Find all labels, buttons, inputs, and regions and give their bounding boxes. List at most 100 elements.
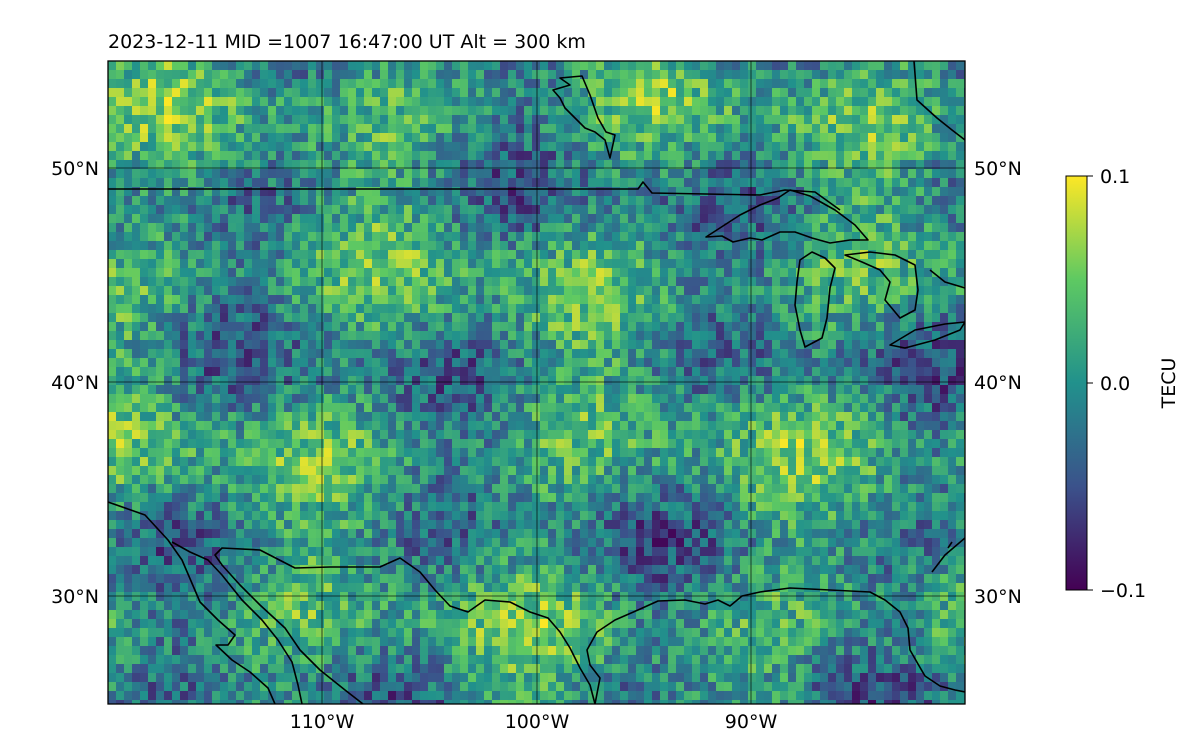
- tec-cell: [660, 421, 669, 431]
- tec-cell: [428, 169, 437, 179]
- tec-cell: [476, 70, 485, 80]
- tec-cell: [164, 331, 173, 341]
- tec-cell: [204, 133, 213, 143]
- tec-cell: [364, 448, 373, 458]
- tec-cell: [340, 115, 349, 125]
- tec-cell: [388, 241, 397, 251]
- tec-cell: [532, 466, 541, 476]
- tec-cell: [580, 133, 589, 143]
- tec-cell: [692, 358, 701, 368]
- tec-cell: [380, 214, 389, 224]
- tec-cell: [300, 340, 309, 350]
- tec-cell: [284, 394, 293, 404]
- tec-cell: [908, 313, 917, 323]
- tec-cell: [196, 457, 205, 467]
- tec-cell: [284, 403, 293, 413]
- tec-cell: [388, 268, 397, 278]
- tec-cell: [748, 160, 757, 170]
- tec-cell: [236, 187, 245, 197]
- tec-cell: [572, 178, 581, 188]
- tec-cell: [276, 313, 285, 323]
- tec-cell: [716, 250, 725, 260]
- tec-cell: [612, 133, 621, 143]
- tec-cell: [284, 268, 293, 278]
- tec-cell: [148, 412, 157, 422]
- tec-cell: [116, 97, 125, 107]
- tec-cell: [948, 403, 957, 413]
- tec-cell: [348, 268, 357, 278]
- tec-cell: [796, 61, 805, 71]
- tec-cell: [876, 367, 885, 377]
- tec-cell: [164, 376, 173, 386]
- tec-cell: [620, 187, 629, 197]
- tec-cell: [604, 457, 613, 467]
- tec-cell: [180, 439, 189, 449]
- tec-cell: [284, 358, 293, 368]
- tec-cell: [372, 70, 381, 80]
- tec-cell: [884, 340, 893, 350]
- tec-cell: [660, 304, 669, 314]
- tec-cell: [684, 295, 693, 305]
- tec-cell: [772, 349, 781, 359]
- tec-cell: [556, 70, 565, 80]
- tec-cell: [204, 223, 213, 233]
- tec-cell: [300, 97, 309, 107]
- tec-cell: [604, 124, 613, 134]
- tec-cell: [348, 376, 357, 386]
- tec-cell: [540, 295, 549, 305]
- tec-cell: [788, 439, 797, 449]
- tec-cell: [580, 448, 589, 458]
- tec-cell: [140, 268, 149, 278]
- tec-cell: [180, 475, 189, 485]
- tec-cell: [116, 241, 125, 251]
- tec-cell: [692, 394, 701, 404]
- tec-cell: [604, 70, 613, 80]
- tec-cell: [396, 385, 405, 395]
- tec-cell: [764, 349, 773, 359]
- tec-cell: [684, 358, 693, 368]
- tec-cell: [116, 421, 125, 431]
- tec-cell: [436, 241, 445, 251]
- tec-cell: [628, 70, 637, 80]
- tec-cell: [820, 421, 829, 431]
- tec-cell: [764, 286, 773, 296]
- tec-cell: [852, 97, 861, 107]
- tec-cell: [332, 151, 341, 161]
- tec-cell: [764, 169, 773, 179]
- tec-cell: [260, 223, 269, 233]
- tec-cell: [436, 403, 445, 413]
- tec-cell: [108, 385, 117, 395]
- tec-cell: [148, 331, 157, 341]
- tec-cell: [228, 430, 237, 440]
- tec-cell: [724, 421, 733, 431]
- tec-cell: [284, 367, 293, 377]
- tec-cell: [244, 79, 253, 89]
- tec-cell: [780, 106, 789, 116]
- tec-cell: [692, 151, 701, 161]
- tec-cell: [812, 430, 821, 440]
- tec-cell: [588, 313, 597, 323]
- tec-cell: [148, 394, 157, 404]
- tec-cell: [108, 196, 117, 206]
- tec-cell: [172, 106, 181, 116]
- tec-cell: [956, 367, 965, 377]
- tec-cell: [556, 412, 565, 422]
- tec-cell: [564, 178, 573, 188]
- tec-cell: [156, 430, 165, 440]
- tec-cell: [396, 367, 405, 377]
- tec-cell: [452, 304, 461, 314]
- tec-cell: [940, 412, 949, 422]
- tec-cell: [836, 412, 845, 422]
- tec-cell: [228, 385, 237, 395]
- tec-cell: [564, 151, 573, 161]
- tec-cell: [628, 367, 637, 377]
- tec-cell: [828, 214, 837, 224]
- tec-cell: [324, 340, 333, 350]
- tec-cell: [212, 385, 221, 395]
- tec-cell: [404, 340, 413, 350]
- tec-cell: [292, 475, 301, 485]
- tec-cell: [668, 331, 677, 341]
- tec-cell: [388, 277, 397, 287]
- tec-cell: [252, 178, 261, 188]
- tec-cell: [572, 196, 581, 206]
